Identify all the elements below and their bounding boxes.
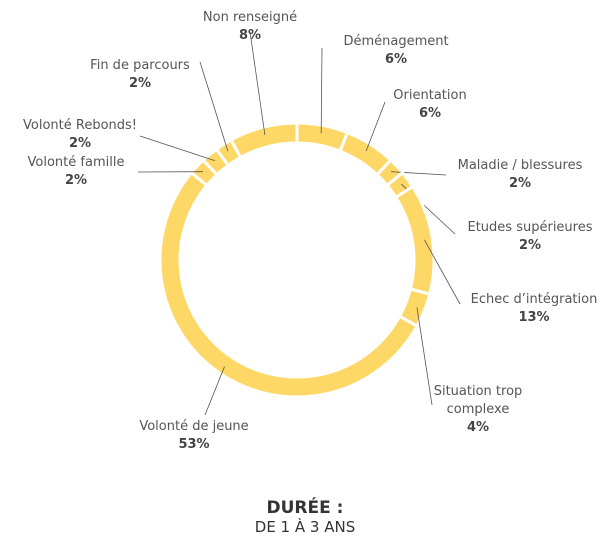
slice-value: 2% (68, 136, 92, 151)
slice-label: Fin de parcours 2% (70, 57, 210, 93)
chart-subtitle: DE 1 À 3 ANS (254, 518, 356, 536)
slice-value: 13% (518, 310, 550, 325)
slice-name: Déménagement (343, 34, 449, 49)
chart-title: DURÉE : (266, 498, 344, 518)
donut-slice (295, 121, 350, 154)
slice-value: 53% (178, 437, 210, 452)
slice-label: Situation trop complexe 4% (428, 383, 528, 437)
slice-label: Orientation 6% (375, 87, 485, 123)
slice-label: Maladie / blessures 2% (440, 157, 600, 193)
slice-value: 2% (508, 176, 532, 191)
slice-name: Volonté famille (27, 155, 125, 170)
leader-line (204, 366, 225, 416)
slice-value: 2% (64, 173, 88, 188)
donut-slice (228, 121, 299, 160)
slice-value: 2% (128, 76, 152, 91)
slice-name: Echec d’intégration (470, 292, 598, 307)
leader-line (416, 307, 433, 406)
slice-label: Volonté de jeune 53% (119, 418, 269, 454)
slice-value: 6% (418, 106, 442, 121)
slice-value: 8% (238, 28, 262, 43)
slice-value: 6% (384, 52, 408, 67)
slice-name: Orientation (393, 88, 467, 103)
slice-name: Maladie / blessures (457, 158, 583, 173)
slice-value: 4% (466, 420, 490, 435)
slice-name: Volonté de jeune (139, 419, 249, 434)
leader-line (199, 61, 229, 152)
slice-value: 2% (518, 238, 542, 253)
leader-line (391, 171, 447, 176)
leader-line (320, 47, 323, 134)
leader-line (139, 135, 215, 161)
slice-label: Volonté famille 2% (11, 154, 141, 190)
slice-label: Etudes supérieures 2% (450, 219, 610, 255)
slice-label: Echec d’intégration 13% (454, 291, 610, 327)
slice-label: Volonté Rebonds! 2% (5, 117, 155, 153)
donut-slice (158, 170, 420, 399)
leader-line (249, 31, 266, 136)
slice-label: Déménagement 6% (321, 33, 471, 69)
leader-line (424, 239, 461, 305)
slice-name: Non renseigné (202, 10, 298, 25)
donut-slice (393, 184, 436, 296)
slice-name: Situation trop complexe (433, 384, 523, 417)
slice-name: Volonté Rebonds! (23, 118, 137, 133)
slice-name: Fin de parcours (90, 58, 190, 73)
slice-name: Etudes supérieures (467, 220, 593, 235)
leader-line (365, 101, 386, 152)
slice-label: Non renseigné 8% (185, 9, 315, 45)
